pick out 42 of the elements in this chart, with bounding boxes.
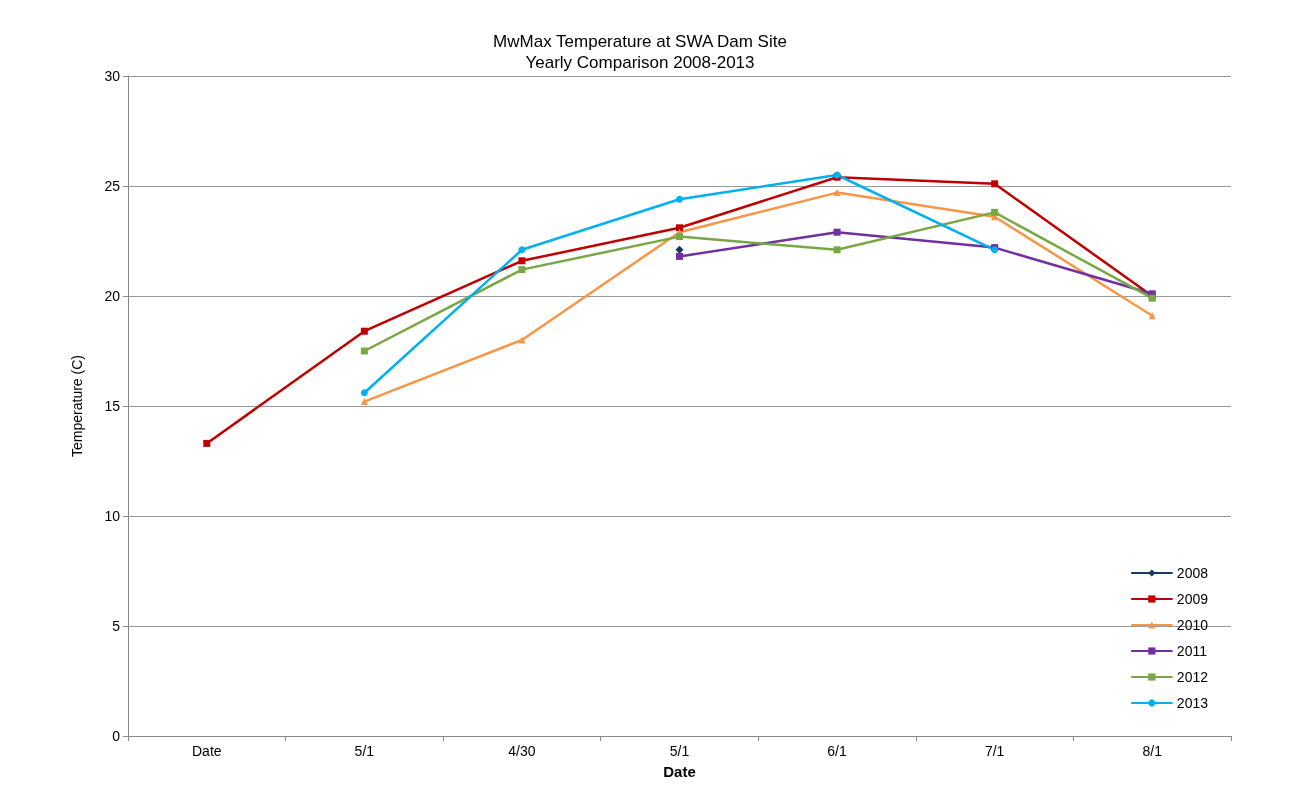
x-tick-label: 5/1 [669,743,690,759]
point [833,246,841,254]
point [991,208,999,216]
legend-label: 2012 [1176,669,1209,685]
y-tick-label: 20 [104,288,121,304]
point [518,266,526,274]
x-axis-title: Date [663,763,696,780]
point [203,439,211,447]
point [833,228,841,236]
legend-label: 2011 [1176,643,1208,659]
point [360,327,368,335]
point [991,180,999,188]
x-tick-label: 7/1 [984,743,1005,759]
point [676,252,683,260]
y-tick-label: 0 [112,728,121,744]
y-tick-label: 10 [104,508,121,524]
point [518,336,526,344]
point [676,233,683,241]
x-tick-label: 6/1 [827,743,848,759]
y-tick-label: 25 [104,178,121,194]
point [360,389,368,397]
point [833,189,841,197]
x-tick-label: 5/1 [354,743,375,759]
x-tick-label: 8/1 [1142,743,1163,759]
y-axis-title: Temperature (C) [69,355,85,457]
legend-label: 2008 [1176,565,1209,581]
x-tick-label: 4/30 [508,743,536,759]
x-tick-label: Date [192,743,222,759]
point [676,224,683,232]
y-tick-label: 30 [104,68,121,84]
chart-subtitle: Yearly Comparison 2008-2013 [525,53,755,72]
legend-label: 2010 [1176,617,1209,633]
legend-label: 2009 [1176,591,1209,607]
point [676,195,683,203]
y-tick-label: 15 [104,398,121,414]
point [360,347,368,355]
chart-title: MwMax Temperature at SWA Dam Site [493,32,787,51]
point [518,257,526,265]
point [360,398,368,406]
legend-label: 2013 [1176,695,1209,711]
y-tick-label: 5 [112,618,121,634]
point [518,246,526,254]
